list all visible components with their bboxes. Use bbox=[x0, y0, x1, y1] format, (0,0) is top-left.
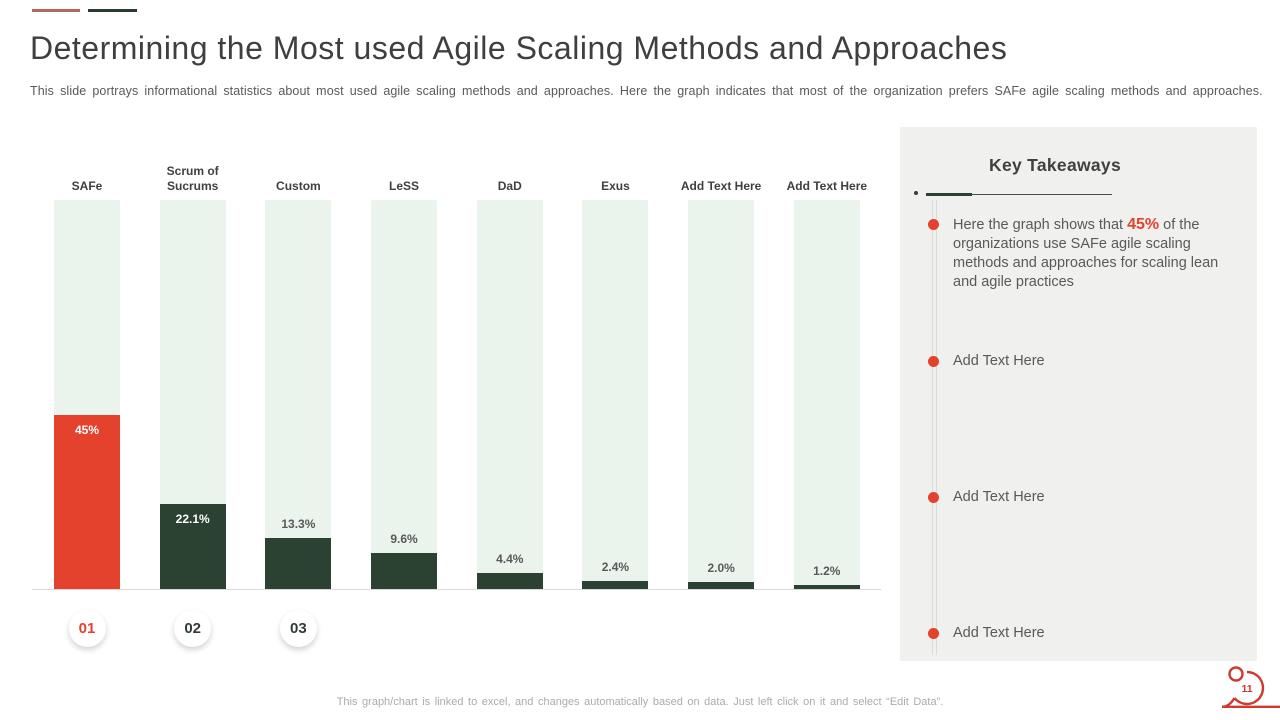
bar-column: Scrum of Sucrums 22.1% bbox=[159, 155, 226, 590]
takeaway-placeholder[interactable]: Add Text Here bbox=[953, 625, 1045, 641]
takeaway-placeholder[interactable]: Add Text Here bbox=[953, 489, 1045, 505]
step-circle-02[interactable]: 02 bbox=[174, 610, 212, 647]
bar-category-label: Custom bbox=[276, 179, 321, 194]
bar[interactable] bbox=[265, 538, 332, 590]
bar-column: DaD 4.4% bbox=[476, 155, 543, 590]
bar-category-label: Exus bbox=[601, 179, 630, 194]
divider-dot-icon bbox=[914, 191, 918, 195]
takeaways-title: Key Takeaways bbox=[989, 155, 1121, 175]
takeaways-divider-accent bbox=[926, 193, 972, 196]
bar-value-label: 45% bbox=[74, 422, 100, 437]
bar-category-label: DaD bbox=[497, 179, 522, 194]
bar-chart[interactable]: SAFe 45% Scrum of Sucrums 22.1% Custom 13.3% L… bbox=[54, 155, 867, 590]
bar-column: SAFe 45% bbox=[54, 155, 120, 590]
bar-category-label: Scrum of Sucrums bbox=[166, 163, 219, 194]
takeaway-text: Here the graph shows that 45% of the org… bbox=[953, 216, 1219, 290]
bar-track: 1.2% bbox=[793, 200, 860, 590]
page-number: 11 bbox=[1241, 683, 1252, 695]
bullet-dot-icon bbox=[928, 492, 939, 503]
bar-track: 2.0% bbox=[688, 200, 755, 590]
bar-value-label: 22.1% bbox=[175, 511, 210, 526]
bar-track: 2.4% bbox=[582, 200, 649, 590]
highlight-percentage: 45% bbox=[1127, 216, 1160, 233]
bar-column: LeSS 9.6% bbox=[371, 155, 438, 590]
bar-track: 45% bbox=[54, 200, 120, 590]
page-title: Determining the Most used Agile Scaling … bbox=[30, 30, 1008, 66]
bar-column: Add Text Here 2.0% bbox=[681, 155, 761, 590]
bar-category-label: Add Text Here bbox=[786, 179, 868, 194]
accent-dash-red bbox=[32, 9, 80, 12]
takeaway-item: Here the graph shows that 45% of the org… bbox=[928, 215, 1231, 292]
bar-track: 9.6% bbox=[371, 200, 438, 590]
step-circle-01[interactable]: 01 bbox=[68, 610, 106, 647]
bar[interactable] bbox=[159, 503, 226, 590]
bar-value-label: 9.6% bbox=[390, 531, 418, 546]
bar-value-label: 2.4% bbox=[601, 559, 630, 574]
bar[interactable] bbox=[582, 580, 649, 590]
bar-track: 4.4% bbox=[476, 200, 543, 590]
takeaways-divider-line bbox=[926, 194, 1112, 195]
bar-category-label: Add Text Here bbox=[680, 179, 762, 194]
takeaway-item[interactable]: Add Text Here bbox=[928, 624, 1231, 643]
logo-loop-icon bbox=[1228, 666, 1244, 682]
bar-value-label: 13.3% bbox=[281, 517, 316, 532]
footer-note: This graph/chart is linked to excel, and… bbox=[336, 696, 944, 708]
takeaway-item[interactable]: Add Text Here bbox=[928, 488, 1231, 507]
bar-category-label: LeSS bbox=[389, 179, 420, 194]
bar-column: Add Text Here 1.2% bbox=[787, 155, 867, 590]
bar-track: 22.1% bbox=[159, 200, 226, 590]
takeaway-placeholder[interactable]: Add Text Here bbox=[953, 353, 1045, 369]
bullet-dot-icon bbox=[928, 628, 939, 639]
bullet-dot-icon bbox=[928, 219, 939, 230]
step-circle-03[interactable]: 03 bbox=[279, 610, 317, 647]
bar-column: Exus 2.4% bbox=[582, 155, 649, 590]
bar-value-label: 1.2% bbox=[813, 564, 841, 579]
bar[interactable] bbox=[476, 572, 543, 590]
bar-category-label: SAFe bbox=[71, 179, 103, 194]
takeaways-connector-line bbox=[932, 200, 937, 655]
slide-subtitle: This slide portrays informational statis… bbox=[30, 84, 1263, 98]
accent-dash-green bbox=[88, 9, 137, 12]
bar[interactable] bbox=[54, 414, 120, 590]
bar-track: 13.3% bbox=[265, 200, 332, 590]
bar[interactable] bbox=[688, 582, 755, 590]
bar-value-label: 2.0% bbox=[707, 561, 735, 576]
bullet-dot-icon bbox=[928, 356, 939, 367]
bar[interactable] bbox=[793, 585, 860, 590]
bar[interactable] bbox=[371, 552, 438, 590]
bar-column: Custom 13.3% bbox=[265, 155, 332, 590]
bar-value-label: 4.4% bbox=[496, 551, 524, 566]
key-takeaways-panel: Key Takeaways Here the graph shows that … bbox=[900, 127, 1257, 661]
brand-logo: 11 bbox=[1221, 666, 1280, 708]
chart-baseline bbox=[32, 589, 881, 590]
takeaway-item[interactable]: Add Text Here bbox=[928, 352, 1231, 371]
